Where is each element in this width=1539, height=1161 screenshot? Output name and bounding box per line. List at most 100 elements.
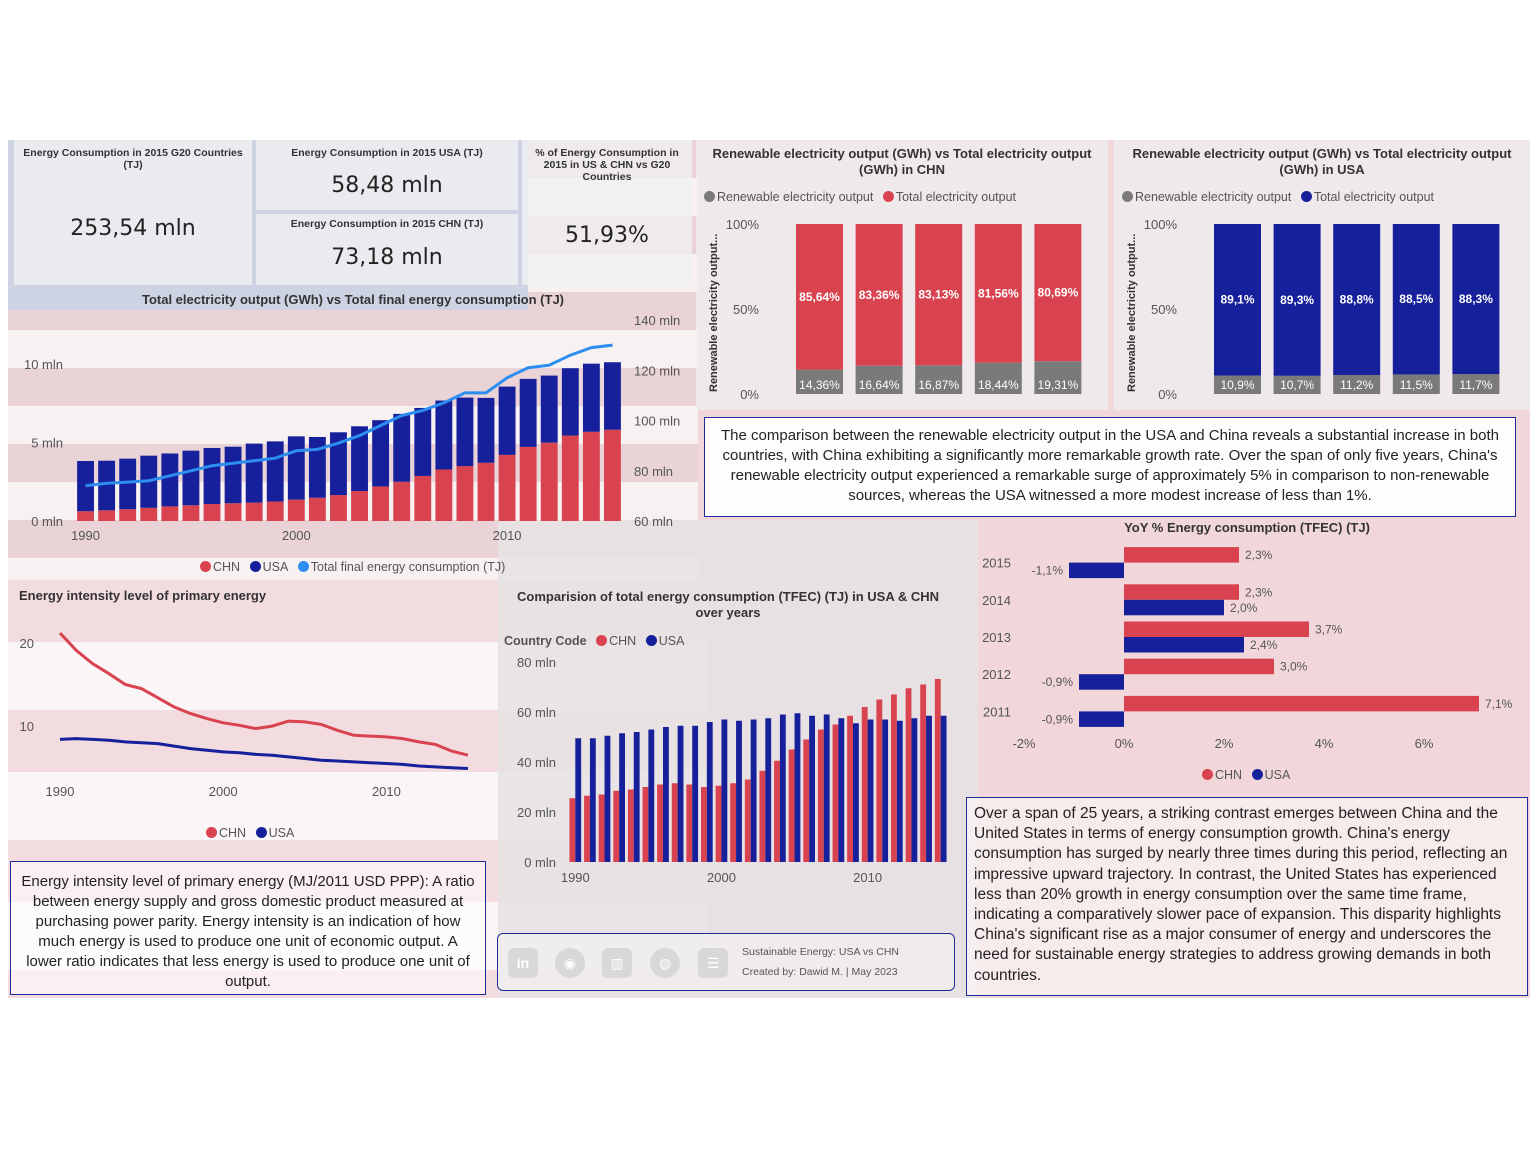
database-icon[interactable]: ☰ [698, 948, 728, 978]
tfec-dot-icon [297, 561, 309, 572]
renew-usa-chart: Renewable electricity output... 0% 50% 100%… [1126, 217, 1500, 402]
chn-bar [832, 724, 839, 862]
usa-bar [161, 453, 179, 507]
usa-dot-icon [645, 635, 657, 646]
legend-total[interactable]: Total electricity output [882, 190, 1016, 204]
chn-line [58, 631, 469, 757]
renewable-bar [915, 365, 963, 394]
legend-usa[interactable]: USA [645, 634, 685, 648]
renewable-bar [1392, 374, 1440, 394]
renewable-data-label: 14,36% [799, 378, 840, 392]
chn-dot-icon [1202, 769, 1213, 780]
legend-usa-label: USA [658, 634, 685, 648]
renewable-bar [1452, 374, 1500, 394]
usa-bar [926, 715, 932, 862]
yoy-panel[interactable]: YoY % Energy consumption (TFEC) (TJ) 201… [968, 518, 1530, 790]
x-tick-label: 2% [1215, 736, 1234, 751]
legend-renewable[interactable]: Renewable electricity output [704, 190, 873, 204]
x-tick-label: -2% [1012, 736, 1036, 751]
footer-card: in ◉ ▥ ◍ ☰ Sustainable Energy: USA vs CH… [497, 933, 955, 991]
renew-usa-panel[interactable]: Renewable electricity output (GWh) vs To… [1114, 140, 1530, 410]
usa-bar [519, 378, 537, 447]
y-right-tick-label: 60 mln [634, 514, 673, 529]
y-tick-label: 100% [1144, 217, 1178, 232]
chn-dot-icon [206, 827, 217, 838]
usa-bar [663, 727, 669, 862]
github-icon[interactable]: ◉ [555, 948, 585, 978]
usa-bar [648, 729, 655, 862]
legend-chn[interactable]: CHN [596, 634, 636, 648]
legend-chn[interactable]: CHN [206, 826, 246, 840]
y-axis-label: Renewable electricity output... [708, 234, 720, 392]
renewable-data-label: 16,87% [918, 378, 959, 392]
kpi-card-share[interactable]: % of Energy Consumption in 2015 in US & … [522, 140, 692, 285]
usa-bar [604, 735, 611, 862]
x-tick-label: 2000 [209, 784, 238, 799]
kpi-card-chn[interactable]: Energy Consumption in 2015 CHN (TJ) 73,1… [256, 214, 518, 285]
legend-renewable-usa[interactable]: Renewable electricity output [1122, 190, 1291, 204]
total-bar [1034, 224, 1082, 362]
usa-dot-icon [255, 827, 267, 838]
y-tick-label: 0% [1158, 387, 1177, 402]
tfec-panel[interactable]: Comparision of total energy consumption … [498, 584, 968, 924]
intensity-panel[interactable]: Energy intensity level of primary energy… [8, 584, 492, 854]
kpi-card-usa[interactable]: Energy Consumption in 2015 USA (TJ) 58,4… [256, 140, 518, 210]
legend-chn-label: CHN [609, 634, 637, 648]
growth-comment: Over a span of 25 years, a striking cont… [966, 797, 1528, 996]
chn-data-label: 3,7% [1315, 623, 1343, 637]
y-tick-label: 50% [733, 302, 759, 317]
chn-bar [569, 798, 576, 862]
legend-chn-label: CHN [219, 826, 247, 840]
renewable-data-label: 11,2% [1340, 378, 1373, 392]
y-tick-label: 0% [740, 387, 759, 402]
x-tick-label: 0% [1115, 736, 1134, 751]
legend-tfec[interactable]: Total final energy consumption (TJ) [297, 560, 505, 574]
chn-bar [759, 770, 766, 862]
usa-bar [372, 420, 390, 487]
usa-bar [706, 722, 713, 862]
renewable-data-label: 10,9% [1220, 378, 1254, 392]
legend-chn-label: CHN [1215, 768, 1243, 782]
chn-dot-icon [200, 561, 211, 572]
kpi-usa-title: Energy Consumption in 2015 USA (TJ) [291, 147, 483, 159]
x-tick-label: 1990 [46, 784, 75, 799]
chn-bar [266, 501, 284, 521]
chn-bar [584, 795, 590, 862]
y-left-tick-label: 0 mln [31, 514, 63, 529]
usa-bar [633, 732, 640, 862]
y-tick-label: 20 mln [517, 805, 556, 820]
linkedin-icon[interactable]: in [508, 948, 538, 978]
legend-usa[interactable]: USA [255, 826, 294, 840]
chn-bar [657, 784, 663, 862]
combo-chart-panel[interactable]: Total electricity output (GWh) vs Total … [8, 288, 698, 578]
chn-bar [393, 481, 411, 521]
chn-bar [98, 510, 116, 521]
chn-bar [817, 729, 824, 862]
legend-usa[interactable]: USA [249, 560, 288, 574]
chn-dot-icon [596, 635, 608, 646]
globe-icon[interactable]: ◍ [650, 948, 680, 978]
usa-bar [736, 720, 742, 862]
tfec-line [85, 343, 613, 488]
usa-bar [561, 368, 579, 436]
intensity-title: Energy intensity level of primary energy [19, 588, 267, 603]
kpi-g20-title: Energy Consumption in 2015 G20 Countries… [23, 147, 243, 171]
usa-bar [911, 718, 918, 862]
legend-total-usa[interactable]: Total electricity output [1300, 190, 1434, 204]
kpi-card-g20[interactable]: Energy Consumption in 2015 G20 Countries… [14, 140, 252, 285]
usa-bar [589, 738, 596, 862]
legend-usa[interactable]: USA [1251, 768, 1290, 782]
chn-bar [182, 505, 200, 521]
usa-bar [809, 715, 815, 862]
legend-renewable-usa-label: Renewable electricity output [1135, 190, 1292, 204]
y-tick-label: 10 [20, 719, 34, 734]
y-left-tick-label: 10 mln [24, 357, 63, 372]
chn-bar [905, 688, 912, 862]
chart-icon[interactable]: ▥ [602, 948, 632, 978]
total-data-label: 83,36% [859, 288, 900, 302]
intensity-comment: Energy intensity level of primary energy… [10, 861, 486, 995]
usa-bar [794, 713, 801, 862]
legend-chn[interactable]: CHN [1202, 768, 1242, 782]
legend-chn[interactable]: CHN [200, 560, 240, 574]
renew-chn-panel[interactable]: Renewable electricity output (GWh) vs To… [696, 140, 1108, 410]
